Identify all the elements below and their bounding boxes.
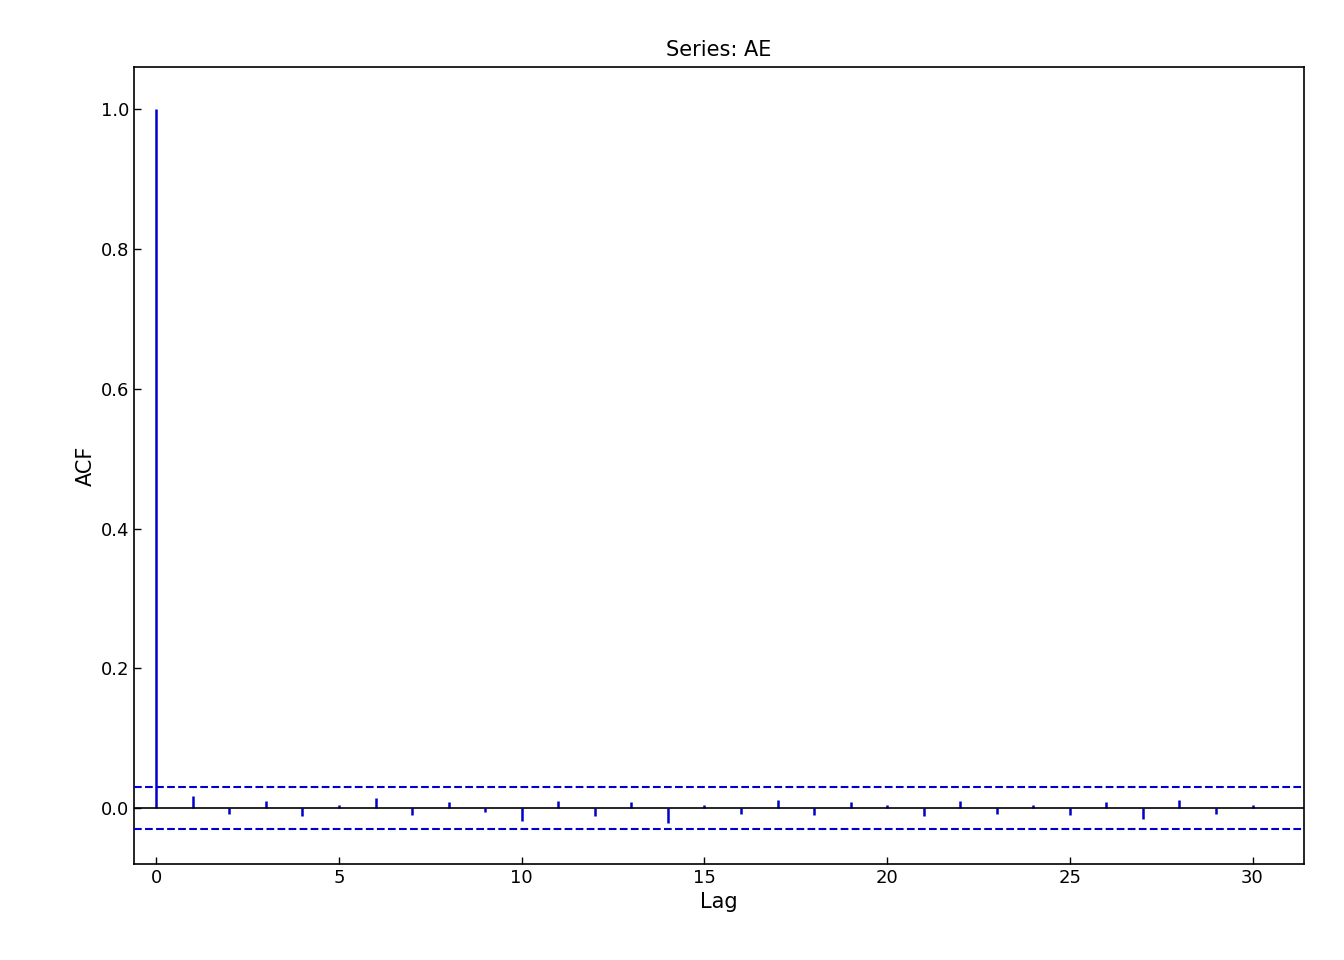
X-axis label: Lag: Lag [700, 893, 738, 912]
Y-axis label: ACF: ACF [75, 445, 95, 486]
Title: Series: AE: Series: AE [667, 40, 771, 60]
